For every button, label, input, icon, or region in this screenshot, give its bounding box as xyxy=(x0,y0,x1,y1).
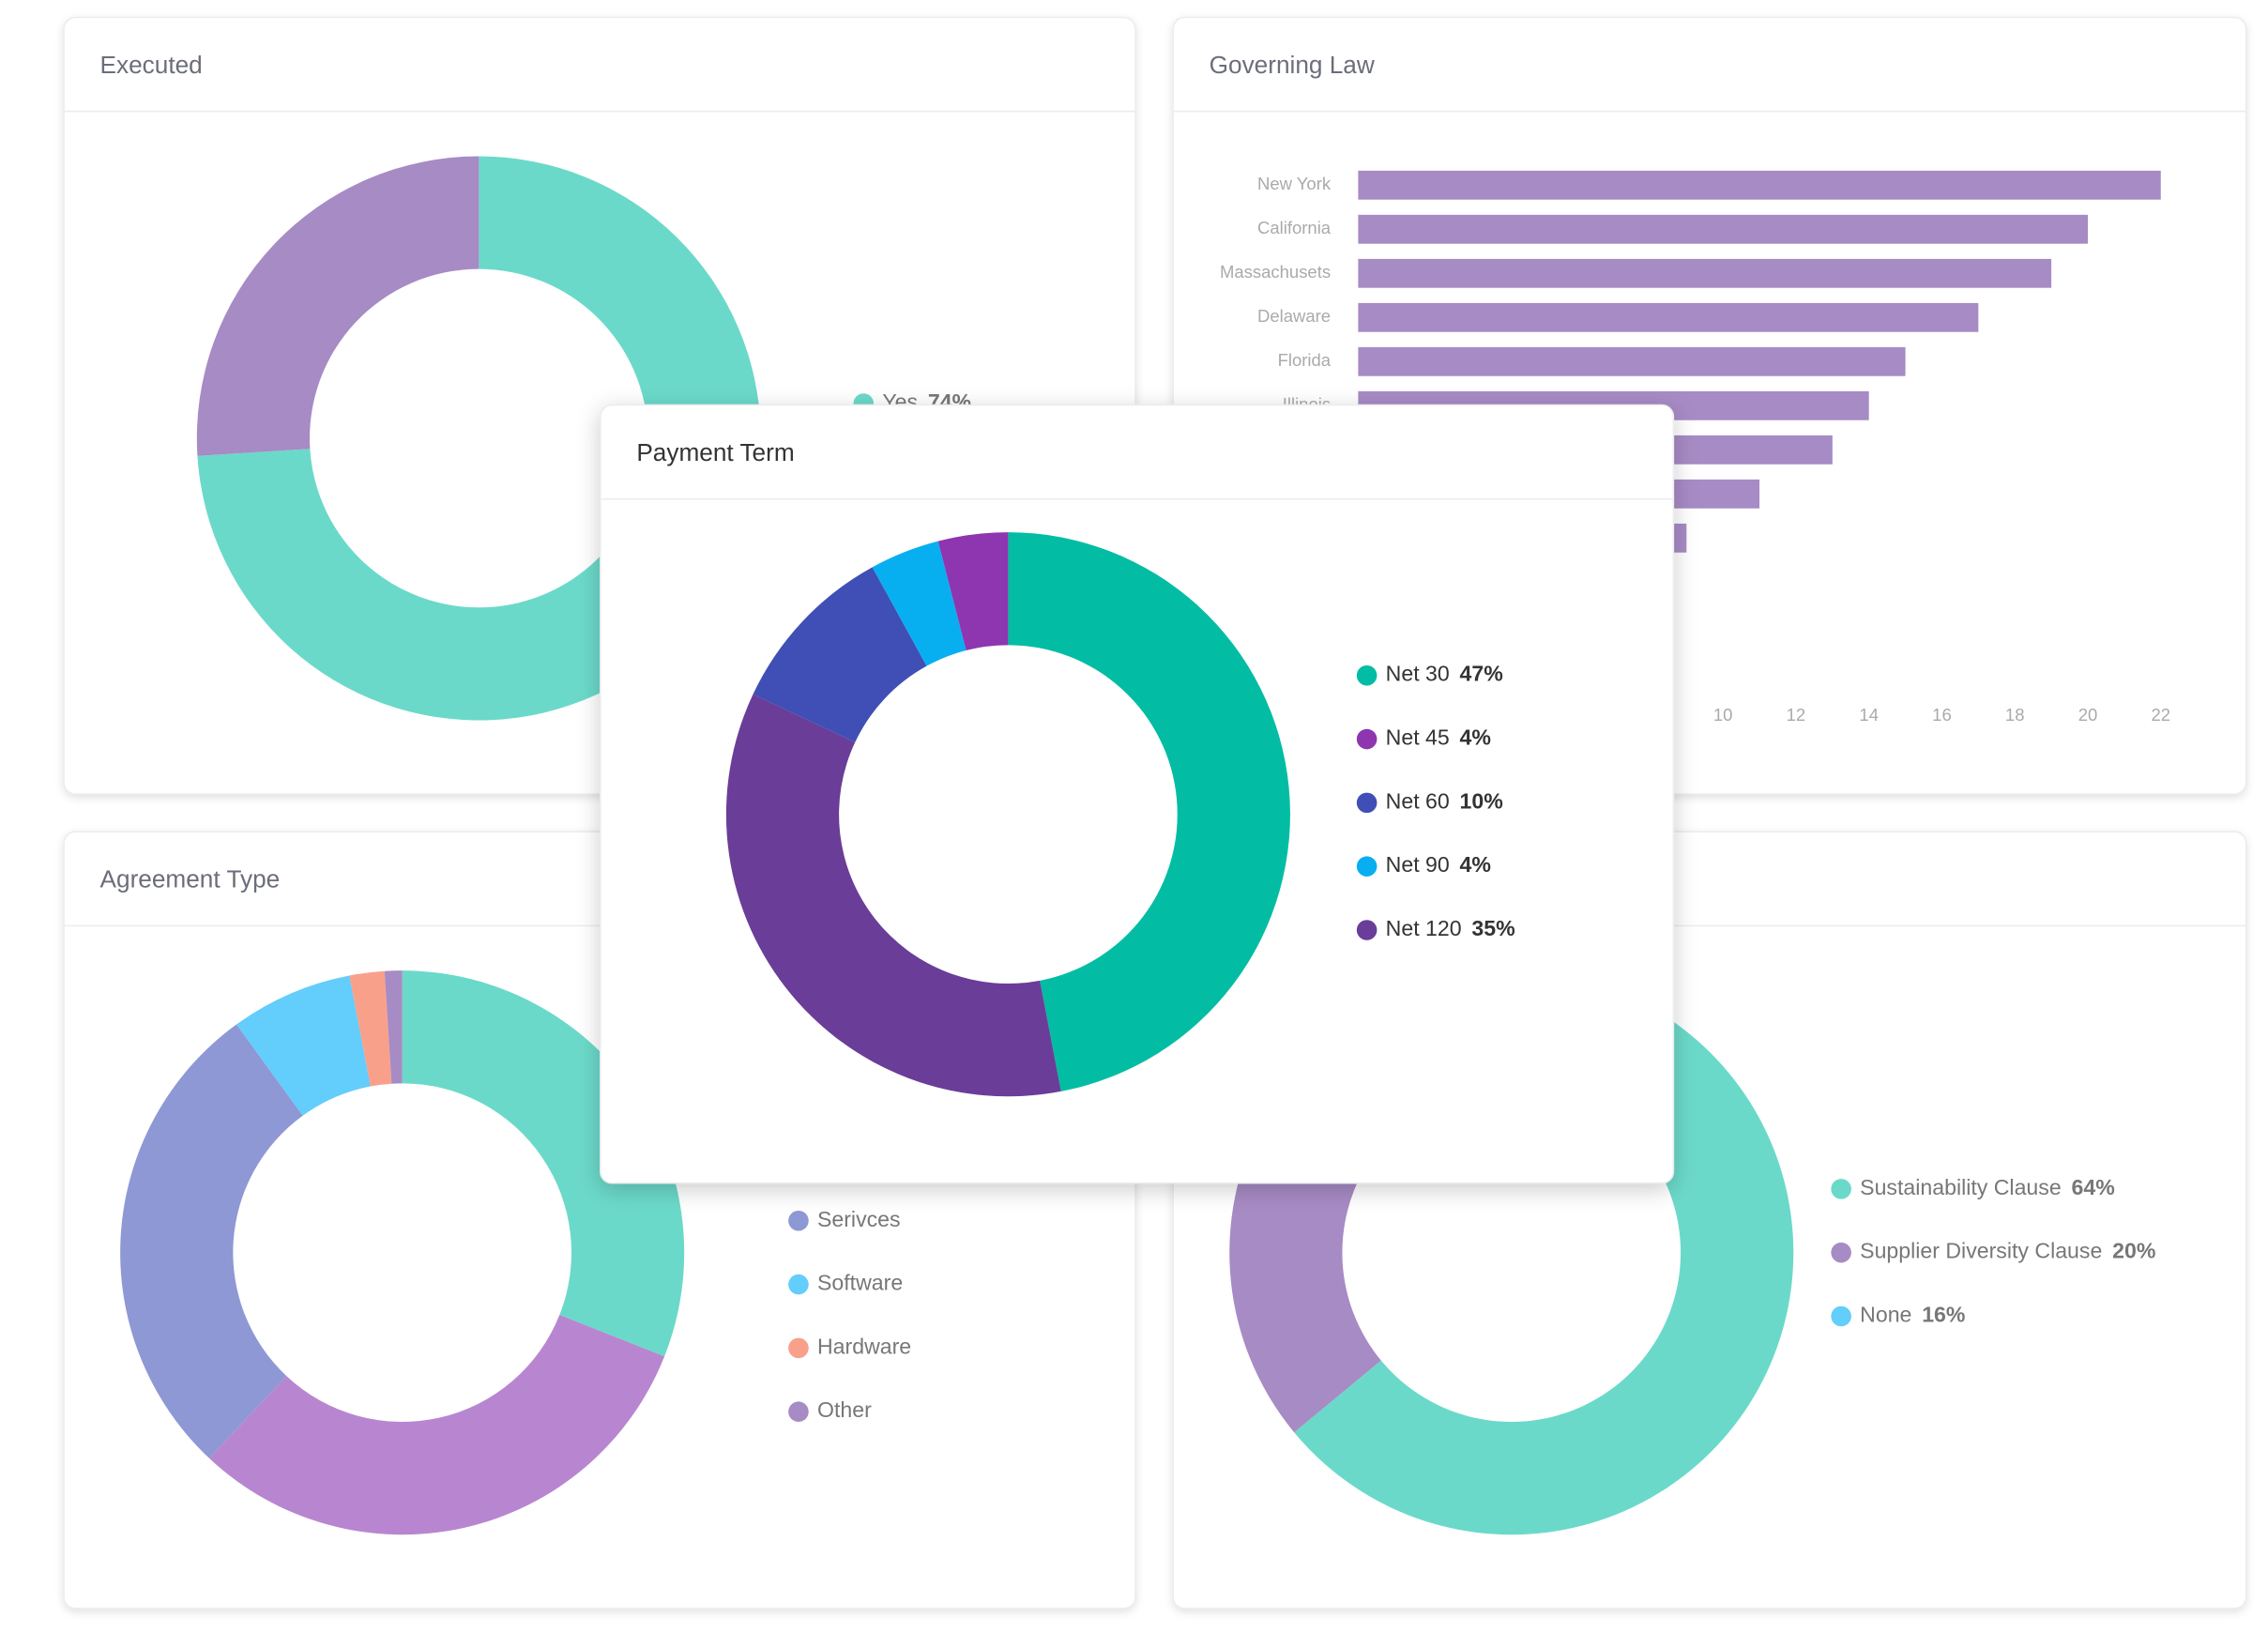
legend-name: Sustainability Clause xyxy=(1860,1175,2062,1199)
legend-name: Hardware xyxy=(817,1334,911,1358)
legend-label: Net 90 4% xyxy=(1386,852,1491,877)
legend-dot xyxy=(788,1274,809,1295)
legend-label: Net 45 4% xyxy=(1386,725,1491,750)
x-tick-label: 22 xyxy=(2151,705,2170,725)
x-tick-label: 18 xyxy=(2005,705,2025,725)
donut-segment xyxy=(384,970,403,1084)
x-tick-label: 12 xyxy=(1787,705,1806,725)
legend-dot xyxy=(1831,1179,1851,1199)
legend-label: Net 30 47% xyxy=(1386,662,1503,686)
legend-dot xyxy=(788,1337,809,1359)
card-title: Agreement Type xyxy=(100,865,281,893)
bar xyxy=(1358,302,1979,332)
donut-segment xyxy=(349,970,392,1087)
legend-name: Other xyxy=(817,1397,872,1422)
legend-name: Serivces xyxy=(817,1207,901,1231)
donut-segment xyxy=(1008,532,1290,1091)
legend-value: 64% xyxy=(2071,1175,2114,1199)
y-tick-label: Florida xyxy=(1278,350,1332,370)
card-title: Payment Term xyxy=(636,438,794,466)
legend-label: Hardware xyxy=(817,1334,911,1358)
legend-label: Software xyxy=(817,1271,903,1295)
legend-dot xyxy=(1831,1242,1851,1263)
legend-name: Software xyxy=(817,1271,903,1295)
legend-dot xyxy=(1356,920,1378,940)
legend-value: 10% xyxy=(1460,788,1503,813)
legend-dot xyxy=(1356,792,1378,814)
donut-segment xyxy=(236,975,371,1116)
card-title: Executed xyxy=(100,51,203,79)
legend-dot xyxy=(788,1210,809,1231)
legend-label: Other xyxy=(817,1397,872,1422)
legend-label: Supplier Diversity Clause 20% xyxy=(1860,1239,2155,1263)
x-tick-label: 10 xyxy=(1713,705,1733,725)
legend-value: 35% xyxy=(1471,916,1515,940)
donut-segment xyxy=(937,532,1009,651)
x-tick-label: 20 xyxy=(2078,705,2098,725)
bar xyxy=(1358,258,2052,288)
y-tick-label: California xyxy=(1257,218,1332,237)
y-tick-label: Massachusets xyxy=(1220,262,1331,282)
bar xyxy=(1358,346,1906,376)
legend-name: Net 30 xyxy=(1386,662,1450,686)
legend-name: Net 120 xyxy=(1386,916,1462,940)
y-tick-label: New York xyxy=(1257,174,1332,193)
donut-segment xyxy=(872,541,967,666)
donut-segment xyxy=(196,156,479,456)
legend-dot xyxy=(1356,856,1378,877)
legend-value: 16% xyxy=(1922,1303,1965,1327)
legend-label: Sustainability Clause 64% xyxy=(1860,1175,2115,1199)
donut-segment xyxy=(725,694,1061,1097)
bar xyxy=(1358,214,2088,244)
bar xyxy=(1358,170,2161,200)
legend-value: 47% xyxy=(1460,662,1503,686)
x-tick-label: 14 xyxy=(1859,705,1879,725)
legend-dot xyxy=(788,1401,809,1422)
donut-segment xyxy=(120,1024,303,1458)
legend-value: 4% xyxy=(1460,852,1491,877)
legend-name: None xyxy=(1860,1303,1911,1327)
legend-name: Supplier Diversity Clause xyxy=(1860,1239,2102,1263)
legend-value: 20% xyxy=(2112,1239,2155,1263)
donut-segment xyxy=(208,1315,665,1535)
donut-segment xyxy=(753,567,927,742)
legend-label: Serivces xyxy=(817,1207,901,1231)
legend-dot xyxy=(1356,664,1378,686)
x-tick-label: 16 xyxy=(1932,705,1952,725)
legend-value: 4% xyxy=(1460,725,1491,750)
legend-label: Net 60 10% xyxy=(1386,788,1503,813)
legend-name: Net 90 xyxy=(1386,852,1450,877)
legend-dot xyxy=(1831,1305,1851,1327)
legend-dot xyxy=(1356,728,1378,750)
legend-name: Net 60 xyxy=(1386,788,1450,813)
legend-name: Net 45 xyxy=(1386,725,1450,750)
y-tick-label: Delaware xyxy=(1257,306,1331,326)
donut-segment xyxy=(1229,1101,1381,1433)
legend-label: Net 120 35% xyxy=(1386,916,1515,940)
legend-label: None 16% xyxy=(1860,1303,1965,1327)
card-title: Governing Law xyxy=(1210,51,1375,79)
